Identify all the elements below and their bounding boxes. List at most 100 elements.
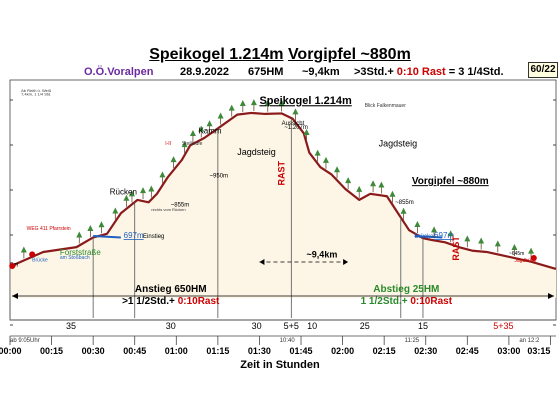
segment-minutes: 35 — [66, 321, 76, 331]
distance-label: ~9,4km — [302, 66, 340, 78]
tree-icon — [370, 180, 377, 187]
terrain-area — [10, 112, 556, 298]
segment-minutes: 5+5 — [284, 321, 299, 331]
annotation-label: am Stoßbach — [60, 255, 90, 261]
tree-icon — [478, 237, 485, 244]
tree-icon — [170, 156, 177, 163]
x-tick-label: 02:15 — [373, 346, 396, 356]
duration-part-a: >3Std.+ — [354, 66, 397, 78]
x-axis-title: Zeit in Stunden — [240, 359, 320, 371]
annotation-label: Vorgipfel ~880m — [412, 176, 489, 187]
annotation-label: 697m — [434, 231, 454, 240]
tree-icon — [206, 120, 213, 127]
segment-minutes: 5+35 — [493, 321, 513, 331]
tree-icon — [292, 108, 299, 115]
clock-mark: 11:25 — [405, 338, 420, 344]
annotation-label: Ab Reith ü. Weiß — [21, 88, 52, 93]
tree-icon — [464, 235, 471, 242]
segment-minutes: 30 — [166, 321, 176, 331]
tree-icon — [87, 225, 94, 232]
duration-rest: 0:10 Rast — [396, 66, 446, 78]
tree-icon — [356, 185, 363, 192]
page-badge: 60/22 — [528, 62, 558, 78]
date-label: 28.9.2022 — [180, 66, 229, 78]
annotation-label: Steilstufe — [182, 141, 203, 147]
segment-minutes: 25 — [360, 321, 370, 331]
rast-marker: RAST — [276, 161, 286, 186]
tree-icon — [389, 190, 396, 197]
x-tick-label: 02:30 — [414, 346, 437, 356]
arrow-head — [548, 293, 554, 299]
x-tick-label: 03:15 — [527, 346, 550, 356]
annotation-label: 7,4km, 1 1/4 Std. — [21, 92, 51, 97]
start-point — [9, 263, 16, 270]
tree-icon — [98, 221, 105, 228]
arrow-head — [259, 259, 265, 265]
tree-icon — [511, 244, 518, 251]
annotation-label: Jagdsteig — [379, 139, 418, 149]
x-tick-label: 00:45 — [123, 346, 146, 356]
annotation-label: Jagdhütte — [514, 258, 536, 264]
creek-segment — [414, 234, 443, 239]
tree-icon — [112, 207, 119, 214]
tree-icon — [189, 129, 196, 136]
tree-icon — [334, 166, 341, 173]
ascent-label: 675HM — [248, 66, 284, 78]
phase-title: Abstieg 25HM — [373, 284, 439, 295]
x-tick-label: 03:00 — [497, 346, 520, 356]
title-summit: Speikogel 1.214m — [149, 46, 284, 63]
tree-icon — [528, 247, 535, 254]
annotation-label: I-II — [165, 141, 171, 147]
tree-icon — [181, 141, 188, 148]
x-tick-label: 02:45 — [456, 346, 479, 356]
tree-icon — [400, 207, 407, 214]
tree-icon — [250, 99, 257, 106]
annotation-label: ~950m — [210, 173, 229, 179]
tree-icon — [128, 190, 135, 197]
tree-icon — [76, 231, 83, 238]
annotation-label: Brücke — [415, 234, 434, 240]
creek-segment — [93, 234, 121, 239]
annotation-label: Blick Falkenmauer — [365, 103, 406, 109]
tree-icon — [322, 156, 329, 163]
tree-icon — [140, 187, 147, 194]
segment-minutes: 15 — [418, 321, 428, 331]
tree-icon — [278, 99, 285, 106]
tree-icon — [447, 230, 454, 237]
annotation-label: Rücken — [110, 187, 137, 196]
segment-minutes: 10 — [307, 321, 317, 331]
x-tick-label: 01:15 — [206, 346, 229, 356]
phase-duration: 1 1/2Std.+ 0:10Rast — [361, 296, 453, 307]
tree-icon — [20, 246, 27, 253]
clock-mark: 10:40 — [280, 338, 296, 344]
x-tick-label: 00:15 — [40, 346, 63, 356]
tree-icon — [345, 177, 352, 184]
tree-icon — [431, 226, 438, 233]
title-forepeak: Vorgipfel ~880m — [287, 46, 411, 63]
x-tick-label: 00:30 — [82, 346, 105, 356]
tree-icon — [198, 125, 205, 132]
phase-rest: 0:10Rast — [178, 296, 220, 307]
annotation-label: ~645m — [509, 251, 524, 257]
tree-icon — [148, 185, 155, 192]
tree-icon — [228, 104, 235, 111]
x-tick-label: 00:00 — [0, 346, 22, 356]
hut-point — [530, 255, 537, 262]
phase-title: Anstieg 650HM — [135, 284, 207, 295]
phase-duration-main: 1 1/2Std.+ — [361, 296, 411, 307]
rast-marker: RAST — [451, 236, 461, 261]
tree-icon — [414, 220, 421, 227]
arrow-head — [343, 259, 349, 265]
arrow-head — [12, 293, 18, 299]
annotation-label: 697m — [124, 231, 144, 240]
tree-icon — [239, 99, 246, 106]
x-tick-label: 01:45 — [289, 346, 312, 356]
waypoint — [29, 251, 36, 258]
annotation-label: rechts vom Rücken — [151, 207, 185, 212]
duration-part-b: = 3 1/4Std. — [445, 66, 504, 78]
clock-mark: ab 9:05Uhr — [10, 338, 40, 344]
annotation-label: Aussicht — [282, 121, 305, 127]
tree-icon — [494, 240, 501, 247]
tree-icon — [378, 181, 385, 188]
annotation-label: ~855m — [171, 202, 190, 208]
